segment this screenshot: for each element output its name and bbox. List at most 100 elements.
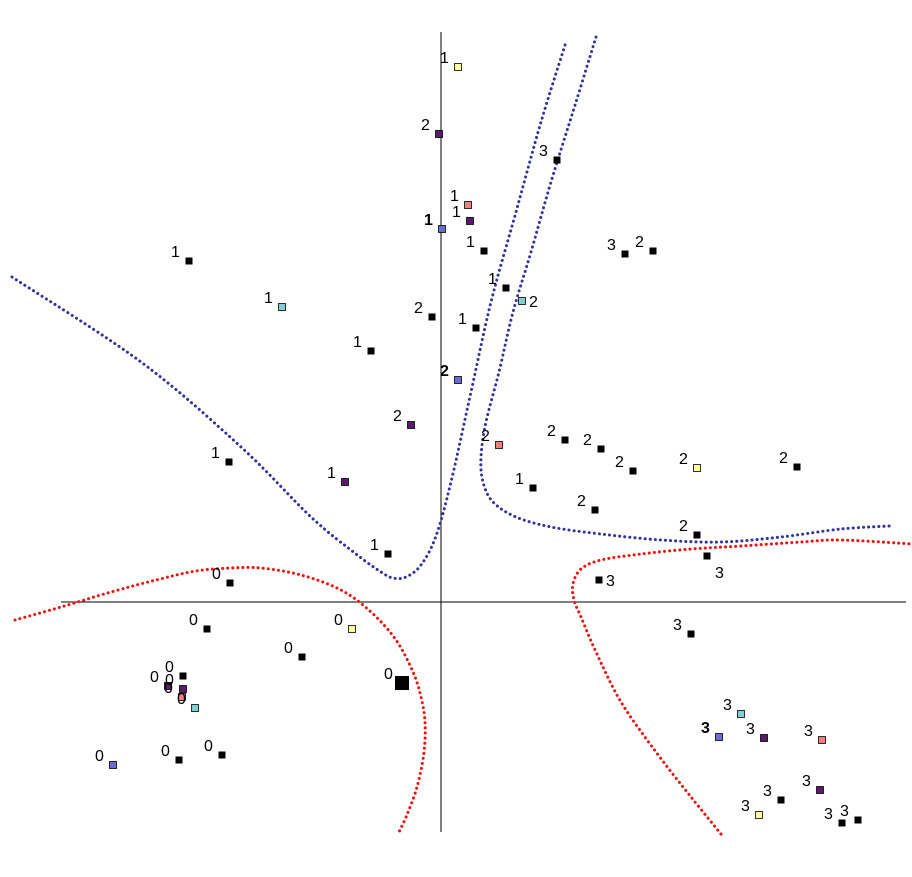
data-point-5 <box>438 225 446 233</box>
boundary-curve-blue-1 <box>479 35 892 544</box>
point-label-29: 1 <box>370 537 379 554</box>
point-label-31: 0 <box>212 566 221 583</box>
point-label-12: 1 <box>264 290 273 307</box>
point-label-8: 2 <box>635 234 644 251</box>
point-label-50: 3 <box>802 773 811 790</box>
data-point-30 <box>703 552 711 560</box>
point-label-5: 1 <box>424 212 433 229</box>
point-label-49: 0 <box>204 738 213 755</box>
point-label-42: 0 <box>177 691 186 708</box>
point-label-4: 1 <box>452 204 461 221</box>
point-label-51: 3 <box>763 783 772 800</box>
data-point-46 <box>818 736 826 744</box>
axes <box>61 32 906 832</box>
point-label-18: 2 <box>481 428 490 445</box>
point-label-0: 1 <box>440 50 449 67</box>
data-point-13 <box>428 313 436 321</box>
data-point-43 <box>737 710 745 718</box>
data-point-25 <box>341 478 349 486</box>
data-point-8 <box>649 247 657 255</box>
data-point-12 <box>278 303 286 311</box>
data-point-9 <box>185 257 193 265</box>
point-label-53: 3 <box>840 803 849 820</box>
point-label-46: 3 <box>804 723 813 740</box>
point-label-40: 0 <box>164 680 173 697</box>
data-point-21 <box>629 467 637 475</box>
data-point-6 <box>480 247 488 255</box>
data-point-34 <box>348 625 356 633</box>
data-point-23 <box>793 463 801 471</box>
point-label-25: 1 <box>327 465 336 482</box>
boundary-curve-red-3 <box>570 538 912 836</box>
data-point-4 <box>466 217 474 225</box>
point-label-16: 2 <box>440 363 449 380</box>
point-label-27: 2 <box>577 493 586 510</box>
point-label-33: 0 <box>189 612 198 629</box>
point-label-20: 2 <box>583 432 592 449</box>
data-point-54 <box>838 819 846 827</box>
point-label-32: 3 <box>606 573 615 590</box>
data-point-45 <box>760 734 768 742</box>
point-label-6: 1 <box>466 234 475 251</box>
data-point-24 <box>225 458 233 466</box>
point-label-10: 1 <box>488 271 497 288</box>
point-label-48: 0 <box>161 743 170 760</box>
data-point-32 <box>595 576 603 584</box>
data-point-47 <box>109 761 117 769</box>
data-point-17 <box>407 421 415 429</box>
point-label-11: 2 <box>529 294 538 311</box>
data-point-36 <box>298 653 306 661</box>
data-point-2 <box>553 156 561 164</box>
point-label-13: 2 <box>414 300 423 317</box>
data-point-19 <box>561 436 569 444</box>
point-label-38: 0 <box>150 669 159 686</box>
data-point-27 <box>591 506 599 514</box>
data-point-1 <box>435 130 443 138</box>
point-label-36: 0 <box>284 640 293 657</box>
point-label-23: 2 <box>779 450 788 467</box>
data-point-11 <box>518 297 526 305</box>
point-label-2: 3 <box>539 143 548 160</box>
decision-boundaries <box>10 35 912 836</box>
point-label-44: 3 <box>701 720 710 737</box>
data-point-16 <box>454 376 462 384</box>
data-point-28 <box>693 531 701 539</box>
point-label-41: 0 <box>384 666 393 683</box>
data-point-44 <box>715 733 723 741</box>
boundary-curve-red-2 <box>13 565 427 836</box>
point-label-21: 2 <box>615 454 624 471</box>
point-label-34: 0 <box>334 612 343 629</box>
point-label-1: 2 <box>421 117 430 134</box>
data-point-52 <box>755 811 763 819</box>
point-label-9: 1 <box>171 244 180 261</box>
point-label-45: 3 <box>746 721 755 738</box>
point-label-24: 1 <box>211 445 220 462</box>
data-point-20 <box>597 445 605 453</box>
point-label-14: 1 <box>458 311 467 328</box>
data-point-22 <box>693 464 701 472</box>
data-point-26 <box>529 484 537 492</box>
point-label-37: 0 <box>165 659 174 676</box>
data-point-40 <box>178 693 186 701</box>
point-label-3: 1 <box>450 188 459 205</box>
data-point-39 <box>179 685 187 693</box>
point-label-47: 0 <box>95 748 104 765</box>
data-point-29 <box>384 550 392 558</box>
data-point-18 <box>495 441 503 449</box>
data-point-51 <box>777 796 785 804</box>
data-point-50 <box>816 786 824 794</box>
data-point-41 <box>395 676 409 690</box>
data-point-10 <box>502 284 510 292</box>
data-point-42 <box>191 704 199 712</box>
point-label-17: 2 <box>393 408 402 425</box>
data-point-3 <box>464 201 472 209</box>
point-label-39: 0 <box>165 672 174 689</box>
data-point-48 <box>175 756 183 764</box>
data-point-37 <box>179 672 187 680</box>
point-label-30: 3 <box>715 565 724 582</box>
data-point-31 <box>226 579 234 587</box>
point-label-43: 3 <box>723 697 732 714</box>
boundary-curve-blue-0 <box>10 40 568 581</box>
